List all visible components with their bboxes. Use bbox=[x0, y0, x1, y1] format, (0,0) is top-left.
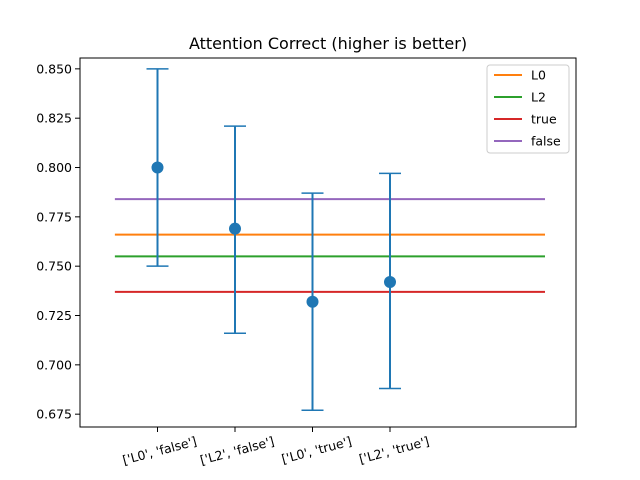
legend-box bbox=[486, 64, 570, 154]
reference-lines bbox=[114, 198, 545, 293]
y-tick-label: 0.850 bbox=[36, 61, 72, 76]
x-tick-label: ['L0', 'true'] bbox=[280, 433, 353, 466]
y-tick-label: 0.725 bbox=[36, 308, 72, 323]
x-tick-label: ['L2', 'false'] bbox=[198, 433, 275, 467]
y-tick-label: 0.800 bbox=[36, 160, 72, 175]
y-tick-label: 0.775 bbox=[36, 209, 72, 224]
y-tick-label: 0.825 bbox=[36, 111, 72, 126]
y-tick-label: 0.750 bbox=[36, 259, 72, 274]
legend-label-L2: L2 bbox=[531, 90, 546, 105]
data-point bbox=[306, 295, 319, 308]
data-point bbox=[229, 222, 241, 235]
data-points bbox=[151, 161, 396, 308]
legend-label-L0: L0 bbox=[531, 68, 546, 83]
x-tick-label: ['L2', 'true'] bbox=[357, 433, 430, 466]
x-tick-label: ['L0', 'false'] bbox=[121, 433, 198, 467]
data-point bbox=[151, 161, 164, 174]
legend: L0 L2 true false bbox=[486, 64, 570, 154]
y-axis: 0.675 0.700 0.725 0.750 0.775 0.800 0.825 0.850 bbox=[36, 61, 80, 422]
legend-label-false: false bbox=[531, 134, 561, 149]
y-tick-label: 0.675 bbox=[36, 407, 72, 422]
x-axis: ['L0', 'false'] ['L2', 'false'] ['L0', 'tr… bbox=[121, 427, 431, 468]
y-tick-label: 0.700 bbox=[36, 357, 72, 372]
plot-frame bbox=[79, 57, 577, 428]
data-point bbox=[384, 275, 396, 288]
error-bars bbox=[146, 68, 401, 411]
legend-label-true: true bbox=[531, 112, 557, 127]
chart-title: Attention Correct (higher is better) bbox=[189, 34, 467, 53]
